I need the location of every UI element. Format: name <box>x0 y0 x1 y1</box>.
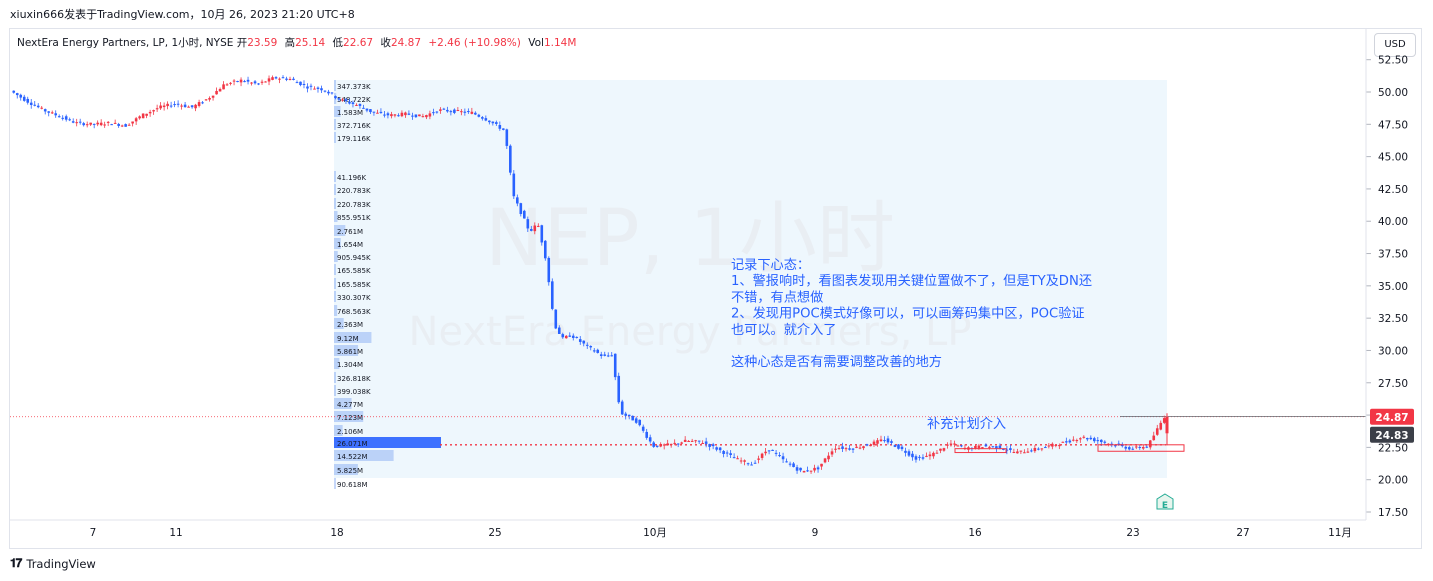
symbol-name: NextEra Energy Partners, LP, 1小时, NYSE <box>17 37 234 49</box>
vol-value: 1.14M <box>543 37 577 49</box>
currency-button[interactable]: USD <box>1374 33 1416 57</box>
open-label: 开 <box>236 37 248 49</box>
symbol-legend: NextEra Energy Partners, LP, 1小时, NYSE 开… <box>17 35 580 50</box>
chart-frame <box>9 28 1422 549</box>
publish-caption: xiuxin666发表于TradingView.com，10月 26, 2023… <box>10 8 355 21</box>
high-value: 25.14 <box>295 37 326 49</box>
tradingview-logo-icon: 𝟏𝟕 <box>10 556 22 570</box>
vol-label: Vol <box>528 37 544 49</box>
open-value: 23.59 <box>247 37 278 49</box>
low-value: 22.67 <box>343 37 374 49</box>
footer-brand[interactable]: 𝟏𝟕 TradingView <box>10 556 96 571</box>
footer-brand-text: TradingView <box>26 556 96 571</box>
high-label: 高 <box>284 37 296 49</box>
low-label: 低 <box>332 37 344 49</box>
close-value: 24.87 <box>390 37 421 49</box>
close-label: 收 <box>380 37 391 49</box>
change-value: +2.46 (+10.98%) <box>428 37 521 49</box>
